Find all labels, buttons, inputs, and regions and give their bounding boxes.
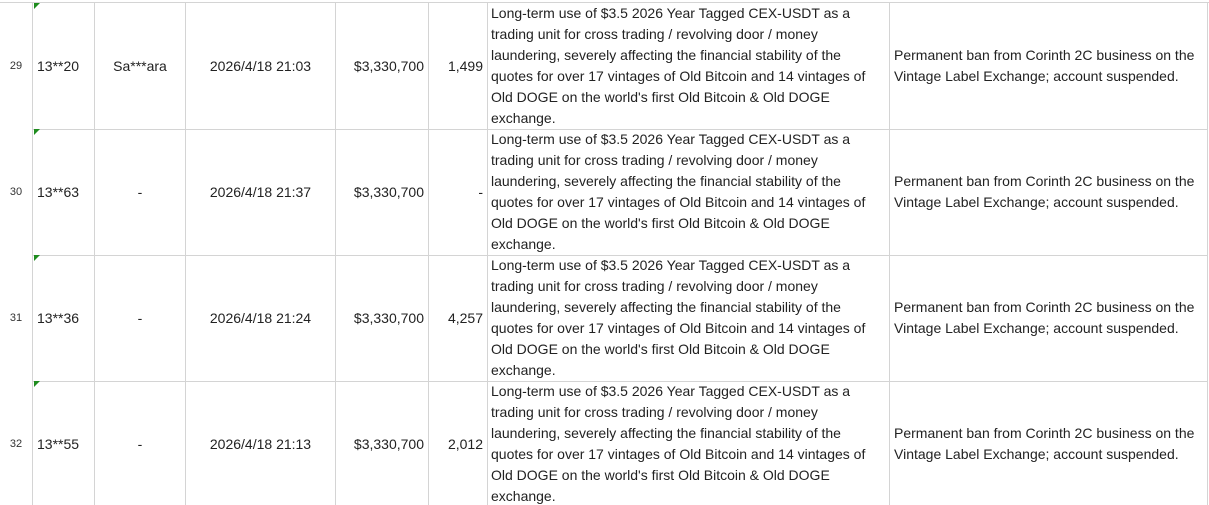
- violation-description[interactable]: Long-term use of $3.5 2026 Year Tagged C…: [488, 381, 890, 505]
- timestamp[interactable]: 2026/4/18 21:37: [186, 129, 336, 256]
- timestamp[interactable]: 2026/4/18 21:24: [186, 255, 336, 382]
- violation-description-text: Long-term use of $3.5 2026 Year Tagged C…: [491, 131, 866, 252]
- amount-text: $3,330,700: [353, 310, 424, 326]
- row-number-text: 31: [9, 312, 23, 324]
- amount-text: $3,330,700: [353, 58, 424, 74]
- account-id[interactable]: 13**63: [33, 129, 95, 256]
- timestamp[interactable]: 2026/4/18 21:13: [186, 381, 336, 505]
- penalty[interactable]: Permanent ban from Corinth 2C business o…: [890, 3, 1208, 130]
- amount[interactable]: $3,330,700: [336, 381, 429, 505]
- row-number: 29: [0, 3, 33, 130]
- username-text: -: [137, 184, 143, 200]
- penalty-text: Permanent ban from Corinth 2C business o…: [894, 299, 1195, 336]
- grid-border: [0, 2, 1209, 3]
- username-text: -: [137, 310, 143, 326]
- amount[interactable]: $3,330,700: [336, 3, 429, 130]
- penalty-text: Permanent ban from Corinth 2C business o…: [894, 47, 1195, 84]
- penalty[interactable]: Permanent ban from Corinth 2C business o…: [890, 129, 1208, 256]
- row-number: 31: [0, 255, 33, 382]
- violation-description-text: Long-term use of $3.5 2026 Year Tagged C…: [491, 257, 866, 378]
- row-number-text: 32: [9, 438, 23, 450]
- username[interactable]: -: [95, 255, 186, 382]
- count-text: -: [478, 184, 483, 200]
- count[interactable]: -: [429, 129, 488, 256]
- row-number-text: 30: [9, 186, 23, 198]
- timestamp[interactable]: 2026/4/18 21:03: [186, 3, 336, 130]
- count-text: 2,012: [447, 436, 483, 452]
- comment-indicator: [34, 3, 40, 9]
- row-number: 32: [0, 381, 33, 505]
- account-id[interactable]: 13**20: [33, 3, 95, 130]
- timestamp-text: 2026/4/18 21:37: [209, 184, 312, 200]
- account-id[interactable]: 13**36: [33, 255, 95, 382]
- violation-description-text: Long-term use of $3.5 2026 Year Tagged C…: [491, 5, 866, 126]
- count-text: 4,257: [447, 310, 483, 326]
- penalty[interactable]: Permanent ban from Corinth 2C business o…: [890, 255, 1208, 382]
- count[interactable]: 4,257: [429, 255, 488, 382]
- timestamp-text: 2026/4/18 21:03: [209, 58, 312, 74]
- account-id-text: 13**55: [37, 436, 80, 452]
- amount-text: $3,330,700: [353, 184, 424, 200]
- amount-text: $3,330,700: [353, 436, 424, 452]
- account-id-text: 13**63: [37, 184, 80, 200]
- account-id[interactable]: 13**55: [33, 381, 95, 505]
- timestamp-text: 2026/4/18 21:13: [209, 436, 312, 452]
- comment-indicator: [34, 381, 40, 387]
- violation-description[interactable]: Long-term use of $3.5 2026 Year Tagged C…: [488, 255, 890, 382]
- username-text: Sa***ara: [113, 58, 167, 74]
- penalty-text: Permanent ban from Corinth 2C business o…: [894, 173, 1195, 210]
- username-text: -: [137, 436, 143, 452]
- violation-description[interactable]: Long-term use of $3.5 2026 Year Tagged C…: [488, 3, 890, 130]
- count[interactable]: 1,499: [429, 3, 488, 130]
- row-number-text: 29: [9, 60, 23, 72]
- username[interactable]: Sa***ara: [95, 3, 186, 130]
- amount[interactable]: $3,330,700: [336, 255, 429, 382]
- violation-description[interactable]: Long-term use of $3.5 2026 Year Tagged C…: [488, 129, 890, 256]
- comment-indicator: [34, 129, 40, 135]
- account-id-text: 13**20: [37, 58, 80, 74]
- count[interactable]: 2,012: [429, 381, 488, 505]
- count-text: 1,499: [447, 58, 483, 74]
- account-id-text: 13**36: [37, 310, 80, 326]
- timestamp-text: 2026/4/18 21:24: [209, 310, 312, 326]
- comment-indicator: [34, 255, 40, 261]
- row-number: 30: [0, 129, 33, 256]
- violation-description-text: Long-term use of $3.5 2026 Year Tagged C…: [491, 383, 866, 504]
- penalty-text: Permanent ban from Corinth 2C business o…: [894, 425, 1195, 462]
- amount[interactable]: $3,330,700: [336, 129, 429, 256]
- username[interactable]: -: [95, 381, 186, 505]
- username[interactable]: -: [95, 129, 186, 256]
- penalty[interactable]: Permanent ban from Corinth 2C business o…: [890, 381, 1208, 505]
